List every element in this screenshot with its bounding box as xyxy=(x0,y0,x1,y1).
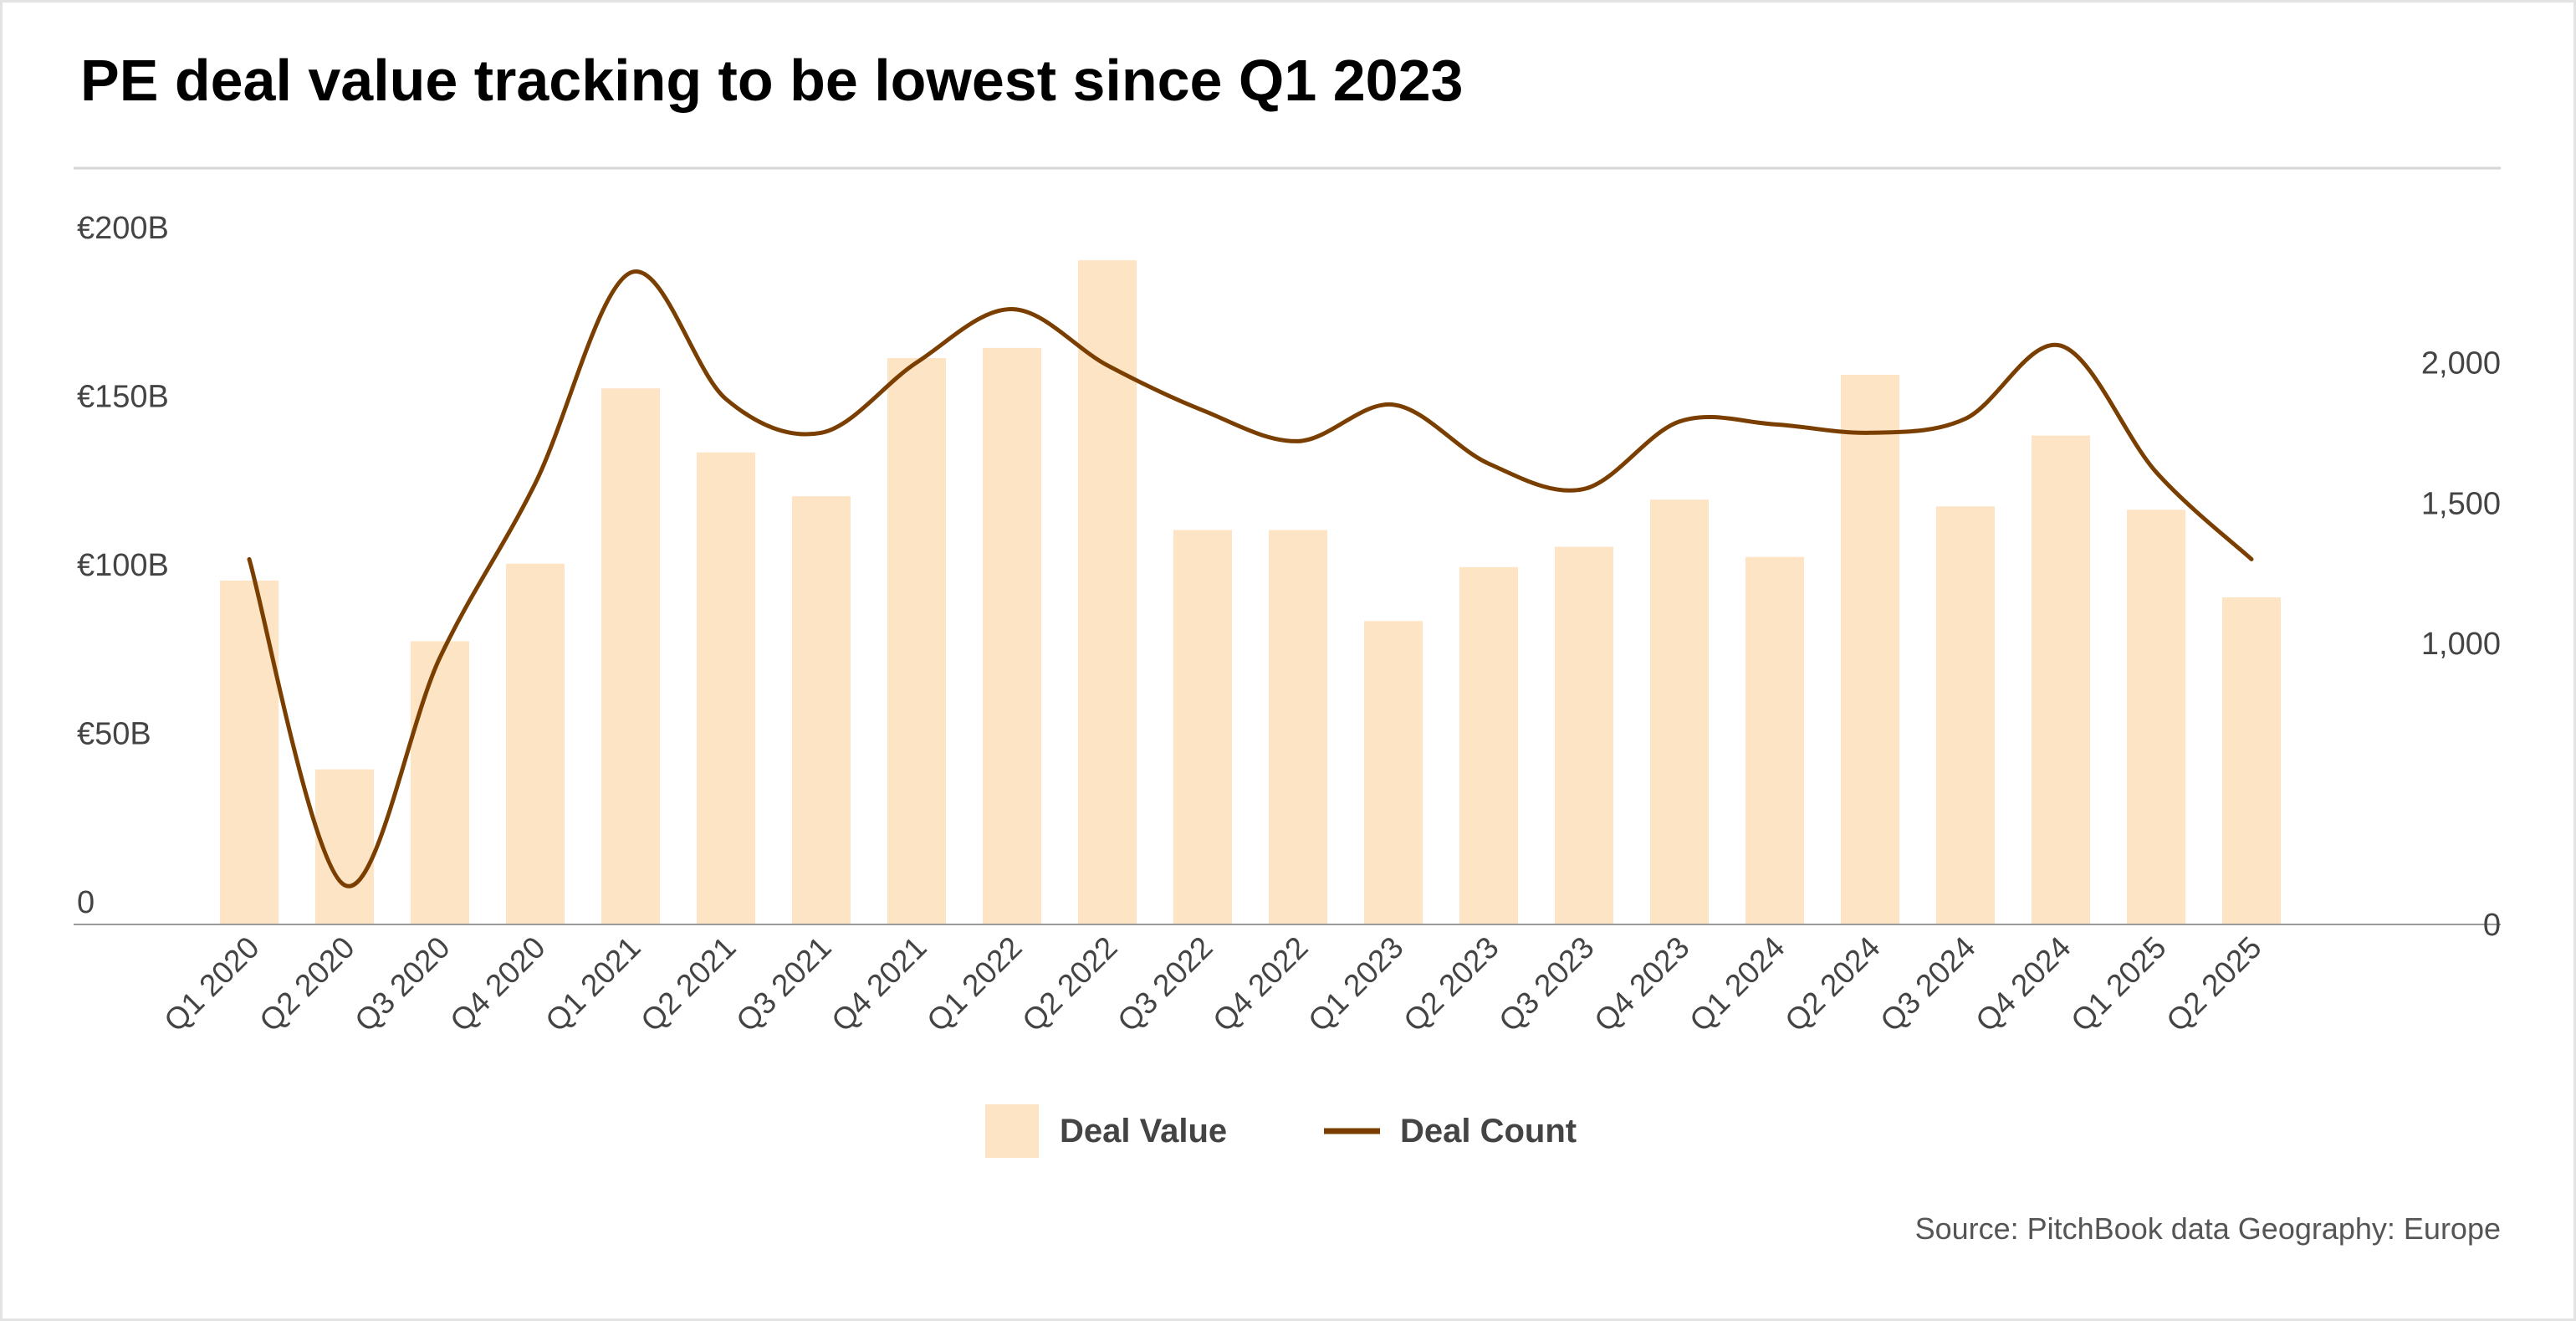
left-tick-label: €150B xyxy=(77,380,169,415)
bar-deal-value xyxy=(1078,260,1137,925)
bar-deal-value xyxy=(1459,566,1518,924)
legend-swatch-deal-value xyxy=(985,1104,1039,1158)
bar-deal-value xyxy=(1650,499,1709,924)
bar-deal-value xyxy=(315,769,374,924)
bar-deal-value xyxy=(1745,556,1804,924)
bar-deal-value xyxy=(2032,435,2090,924)
x-tick-label: Q3 2020 xyxy=(348,930,456,1038)
source-note: Source: PitchBook data Geography: Europe xyxy=(1915,1211,2501,1246)
x-tick-label: Q2 2021 xyxy=(634,930,742,1038)
x-tick-label: Q1 2022 xyxy=(920,930,1028,1038)
left-tick-label: 0 xyxy=(77,885,95,920)
bar-deal-value xyxy=(601,388,660,925)
right-axis: 0 1,000 1,500 2,000 xyxy=(2421,346,2501,943)
x-tick-label: Q1 2021 xyxy=(539,930,647,1038)
chart-title: PE deal value tracking to be lowest sinc… xyxy=(80,48,1463,113)
x-tick-label: Q1 2024 xyxy=(1683,930,1791,1038)
legend: Deal Value Deal Count xyxy=(985,1104,1577,1158)
x-tick-label: Q4 2022 xyxy=(1206,930,1314,1038)
x-tick-label: Q4 2023 xyxy=(1587,930,1695,1038)
line-deal-count xyxy=(247,269,2254,888)
x-tick-label: Q2 2022 xyxy=(1015,930,1123,1038)
right-tick-label: 1,000 xyxy=(2421,627,2501,662)
line-layer xyxy=(247,269,2254,888)
bar-deal-value xyxy=(411,641,469,924)
right-tick-label: 1,500 xyxy=(2421,486,2501,521)
bar-deal-value xyxy=(887,357,946,925)
bar-deal-value xyxy=(1173,530,1232,924)
legend-label-deal-value: Deal Value xyxy=(1060,1113,1227,1149)
left-axis: 0 €50B €100B €150B €200B xyxy=(77,211,169,920)
bars-group xyxy=(220,260,2281,925)
bar-deal-value xyxy=(2127,509,2185,924)
x-tick-label: Q3 2023 xyxy=(1492,930,1600,1038)
left-tick-label: €50B xyxy=(77,717,151,752)
x-tick-label: Q3 2024 xyxy=(1873,930,1981,1038)
bar-deal-value xyxy=(220,580,279,924)
x-tick-label: Q3 2021 xyxy=(729,930,837,1038)
x-tick-label: Q2 2025 xyxy=(2159,930,2267,1038)
x-tick-label: Q2 2020 xyxy=(253,930,360,1038)
x-tick-label: Q2 2023 xyxy=(1397,930,1505,1038)
left-tick-label: €200B xyxy=(77,211,169,246)
bar-deal-value xyxy=(1555,546,1613,924)
bar-deal-value xyxy=(983,347,1041,924)
bar-deal-value xyxy=(1269,530,1327,924)
right-tick-label: 0 xyxy=(2483,908,2501,943)
left-tick-label: €100B xyxy=(77,548,169,583)
legend-label-deal-count: Deal Count xyxy=(1400,1113,1577,1149)
bar-deal-value xyxy=(2222,597,2281,924)
x-tick-label: Q1 2023 xyxy=(1301,930,1409,1038)
right-tick-label: 2,000 xyxy=(2421,346,2501,381)
x-tick-label: Q1 2025 xyxy=(2064,930,2172,1038)
x-tick-label: Q4 2021 xyxy=(825,930,933,1038)
bar-deal-value xyxy=(506,563,565,924)
x-tick-label: Q4 2024 xyxy=(1969,930,2077,1038)
bar-deal-value xyxy=(1364,621,1423,924)
x-tick-label: Q1 2020 xyxy=(157,930,265,1038)
bar-deal-value xyxy=(1841,375,1899,924)
bar-deal-value xyxy=(792,496,851,924)
x-tick-label: Q3 2022 xyxy=(1111,930,1219,1038)
x-tick-label: Q4 2020 xyxy=(443,930,551,1038)
bar-deal-value xyxy=(1936,506,1995,924)
bar-deal-value xyxy=(697,452,755,924)
x-tick-label: Q2 2024 xyxy=(1778,930,1886,1038)
